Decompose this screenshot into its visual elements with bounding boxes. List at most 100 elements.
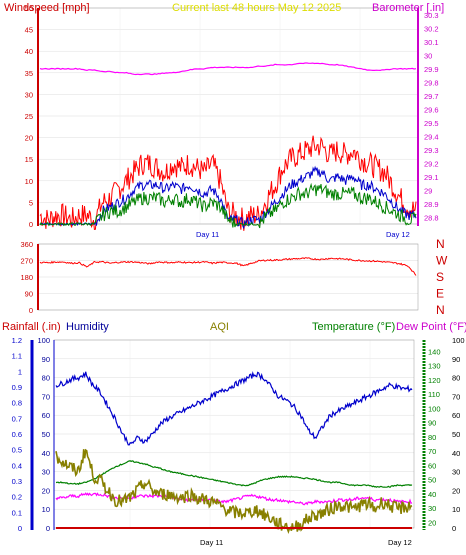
- series-aqi: [55, 448, 413, 535]
- compass-tick-label: E: [436, 287, 444, 301]
- rainfall-axis-label: Rainfall (.in): [2, 321, 61, 333]
- p3-x-label-day11: Day 11: [200, 538, 223, 547]
- temperature-ticks: 140 130 120 110 100 90 80 70 60 50 40 30 20: [428, 347, 441, 527]
- humidity-tick-label: 60: [42, 411, 50, 420]
- barometer-tick-label: 28.8: [424, 213, 439, 222]
- barometer-ticks: 30.3 30.2 30.1 30 29.9 29.8 29.7 29.6 29.5 29.4 29…: [424, 11, 439, 223]
- barometer-tick-label: 29.7: [424, 92, 439, 101]
- series-gust: [39, 135, 417, 231]
- series-barometer: [39, 62, 417, 76]
- temperature-tick-label: 40: [428, 490, 436, 499]
- temperature-tick-label: 90: [428, 419, 436, 428]
- direction-degree-ticks: 360 270 180 90 0: [20, 240, 33, 315]
- rainfall-tick-label: 0.8: [12, 399, 22, 408]
- temperature-tick-label: 110: [428, 390, 440, 399]
- dewpoint-axis-label: Dew Point (°F): [396, 321, 466, 333]
- temperature-tick-label: 100: [428, 404, 441, 413]
- compass-tick-label: W: [436, 254, 448, 268]
- windspeed-tick-label: 40: [25, 47, 33, 56]
- barometer-tick-label: 30.1: [424, 38, 439, 47]
- dewpoint-tick-label: 80: [452, 374, 460, 383]
- direction-tick-label: 360: [20, 240, 33, 249]
- dewpoint-tick-label: 60: [452, 411, 460, 420]
- humidity-tick-label: 10: [42, 505, 50, 514]
- rainfall-ticks: 1.2 1.1 1 0.9 0.8 0.7 0.6 0.5 0.4 0.3 0.2 0.1 0: [12, 336, 22, 533]
- humidity-tick-label: 50: [42, 430, 50, 439]
- direction-tick-label: 0: [29, 306, 33, 315]
- climate-series: [55, 371, 413, 535]
- barometer-tick-label: 28.9: [424, 200, 439, 209]
- dewpoint-tick-label: 90: [452, 355, 460, 364]
- direction-tick-label: 90: [25, 290, 33, 299]
- barometer-tick-label: 29.8: [424, 78, 439, 87]
- series-temperature: [55, 460, 413, 488]
- compass-tick-label: S: [436, 270, 444, 284]
- rainfall-tick-label: 0.7: [12, 414, 22, 423]
- windspeed-tick-label: 10: [25, 177, 33, 186]
- compass-tick-label: N: [436, 237, 445, 251]
- humidity-tick-label: 100: [37, 336, 50, 345]
- windspeed-tick-label: 50: [25, 4, 33, 13]
- humidity-tick-label: 90: [42, 355, 50, 364]
- temperature-tick-label: 120: [428, 376, 441, 385]
- humidity-tick-label: 80: [42, 374, 50, 383]
- series-dew-point: [55, 492, 413, 506]
- p1-x-label-day11: Day 11: [196, 230, 219, 239]
- rainfall-tick-label: 0.2: [12, 493, 22, 502]
- barometer-tick-label: 29.5: [424, 119, 439, 128]
- humidity-tick-label: 70: [42, 392, 50, 401]
- temperature-tick-label: 30: [428, 504, 436, 513]
- barometer-tick-label: 29.9: [424, 65, 439, 74]
- rainfall-tick-label: 0: [18, 524, 22, 533]
- barometer-tick-label: 30.2: [424, 24, 439, 33]
- p1-x-label-day12: Day 12: [386, 230, 410, 239]
- temperature-axis-label: Temperature (°F): [312, 321, 395, 333]
- windspeed-tick-label: 15: [25, 155, 33, 164]
- rainfall-tick-label: 0.1: [12, 508, 22, 517]
- windspeed-tick-label: 25: [25, 112, 33, 121]
- windspeed-tick-label: 30: [25, 90, 33, 99]
- barometer-tick-label: 30: [424, 51, 432, 60]
- dewpoint-tick-label: 0: [452, 524, 456, 533]
- dewpoint-tick-label: 10: [452, 505, 460, 514]
- humidity-tick-label: 30: [42, 468, 50, 477]
- direction-tick-label: 180: [20, 273, 33, 282]
- series-wind: [39, 182, 417, 229]
- humidity-tick-label: 0: [46, 524, 50, 533]
- rainfall-tick-label: 0.4: [12, 461, 22, 470]
- rainfall-tick-label: 0.5: [12, 446, 22, 455]
- dewpoint-tick-label: 40: [452, 449, 460, 458]
- p3-x-label-day12: Day 12: [388, 538, 412, 547]
- rainfall-tick-label: 1.2: [12, 336, 22, 345]
- rainfall-tick-label: 1.1: [12, 352, 22, 361]
- barometer-tick-label: 29: [424, 186, 432, 195]
- barometer-tick-label: 29.4: [424, 132, 439, 141]
- barometer-tick-label: 29.3: [424, 146, 439, 155]
- wind-series: [39, 62, 417, 231]
- rainfall-tick-label: 0.9: [12, 383, 22, 392]
- windspeed-tick-label: 35: [25, 69, 33, 78]
- temperature-tick-label: 20: [428, 518, 436, 527]
- series-humidity: [55, 371, 413, 446]
- dewpoint-tick-label: 20: [452, 486, 460, 495]
- dewpoint-tick-label: 70: [452, 392, 460, 401]
- windspeed-axis-label: Windspeed [mph]: [4, 2, 90, 14]
- direction-series: [39, 257, 417, 276]
- direction-tick-label: 270: [20, 257, 33, 266]
- windspeed-tick-label: 20: [25, 134, 33, 143]
- barometer-tick-label: 29.2: [424, 159, 439, 168]
- barometer-axis-label: Barometer [.in]: [372, 2, 444, 14]
- barometer-tick-label: 29.6: [424, 105, 439, 114]
- temperature-tick-label: 80: [428, 433, 436, 442]
- humidity-tick-label: 20: [42, 486, 50, 495]
- dewpoint-tick-label: 100: [452, 336, 465, 345]
- windspeed-tick-label: 5: [29, 198, 33, 207]
- barometer-tick-label: 29.1: [424, 173, 439, 182]
- temperature-tick-label: 60: [428, 461, 436, 470]
- windspeed-tick-label: 0: [29, 220, 33, 229]
- rainfall-tick-label: 0.6: [12, 430, 22, 439]
